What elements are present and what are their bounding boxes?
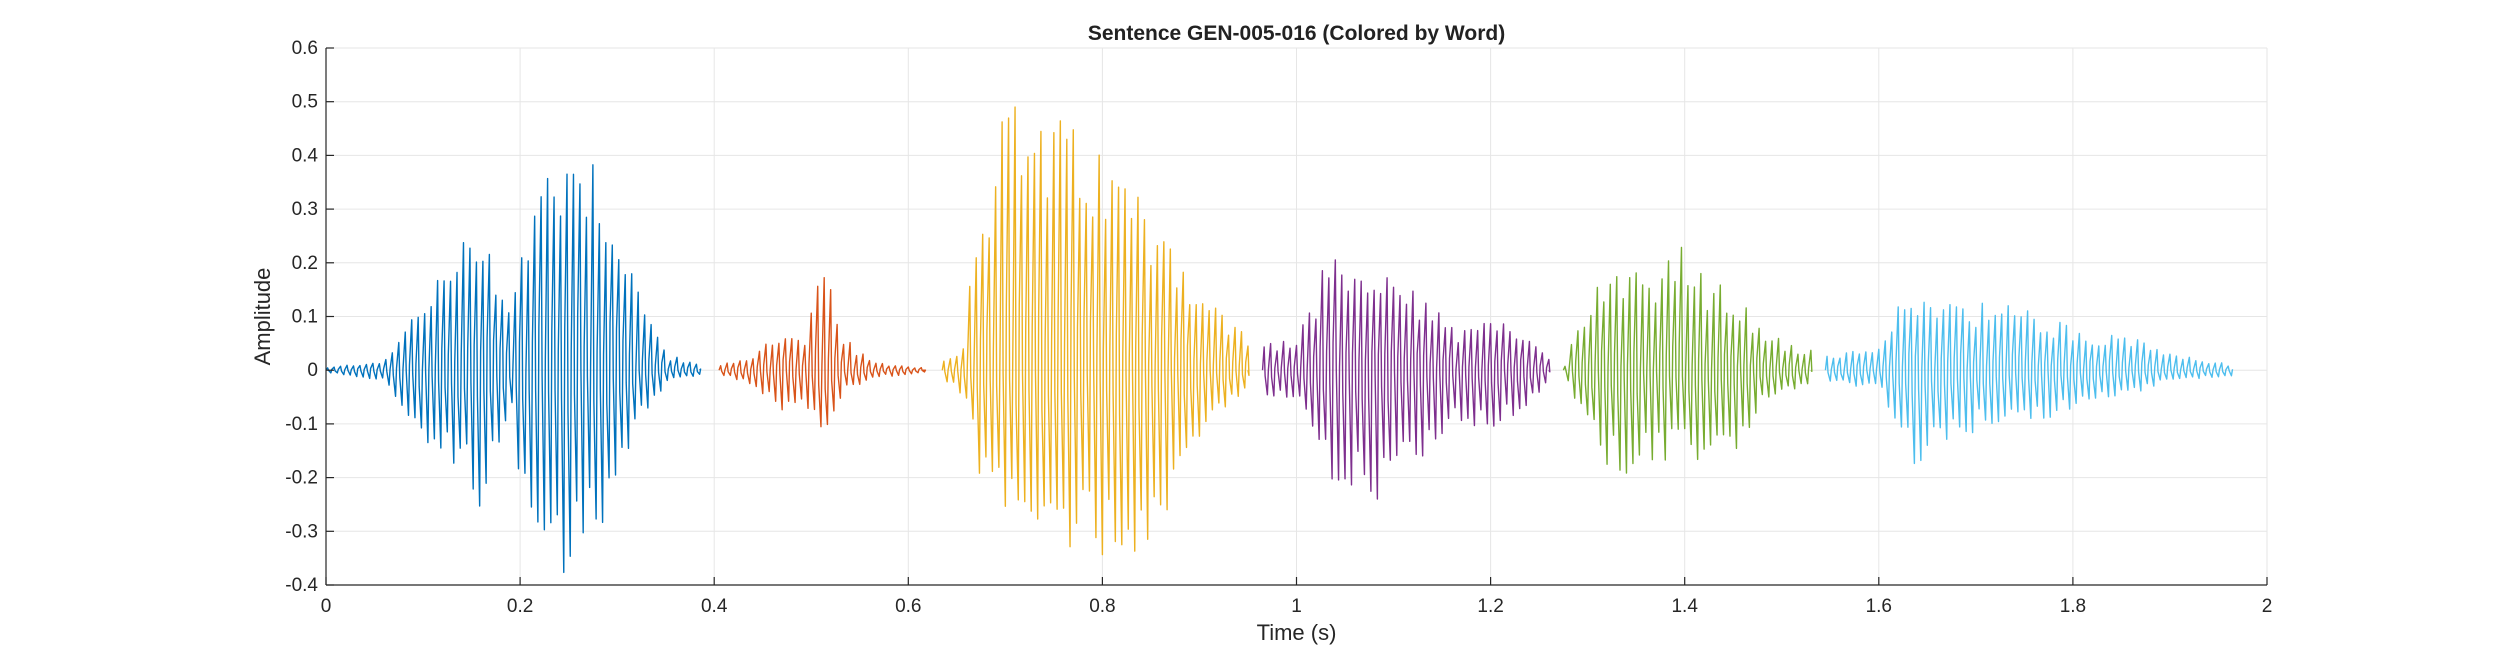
y-tick-label: 0.3 [292,199,318,220]
x-tick-label: 0.8 [1089,596,1115,617]
x-tick-label: 0 [321,596,332,617]
series-layer [325,106,2234,574]
waveform-word-3 [941,106,1250,556]
y-tick-label: 0.4 [292,145,319,166]
y-tick-label: -0.2 [285,468,318,489]
y-axis-label: Amplitude [250,268,275,366]
x-tick-label: 1 [1291,596,1302,617]
y-tick-label: 0.1 [292,307,318,328]
x-tick-label: 0.6 [895,596,921,617]
x-tick-label: 1.2 [1477,596,1503,617]
y-tick-label: -0.4 [285,575,318,596]
x-tick-label: 1.4 [1671,596,1698,617]
x-tick-label: 1.8 [2060,596,2086,617]
x-tick-label: 0.2 [507,596,533,617]
x-tick-label: 0.4 [701,596,728,617]
y-tick-label: 0.6 [292,38,318,59]
waveform-word-6 [1824,301,2234,465]
waveform-word-4 [1261,259,1551,500]
waveform-word-2 [718,277,927,428]
waveform-word-5 [1562,246,1813,474]
y-tick-label: 0 [307,360,318,381]
x-tick-label: 1.6 [1866,596,1892,617]
chart-title: Sentence GEN-005-016 (Colored by Word) [1088,22,1505,45]
y-tick-label: 0.5 [292,92,318,113]
y-tick-label: -0.3 [285,521,318,542]
y-tick-label: 0.2 [292,253,318,274]
ticks: 0 0.2 0.4 0.6 0.8 1 1.2 1.4 1.6 1.8 2 -0.4 -0.3 -0.2 -… [285,38,2272,617]
waveform-word-1 [325,164,702,574]
y-tick-label: -0.1 [285,414,318,435]
x-tick-label: 2 [2262,596,2273,617]
x-axis-label: Time (s) [1257,620,1337,645]
